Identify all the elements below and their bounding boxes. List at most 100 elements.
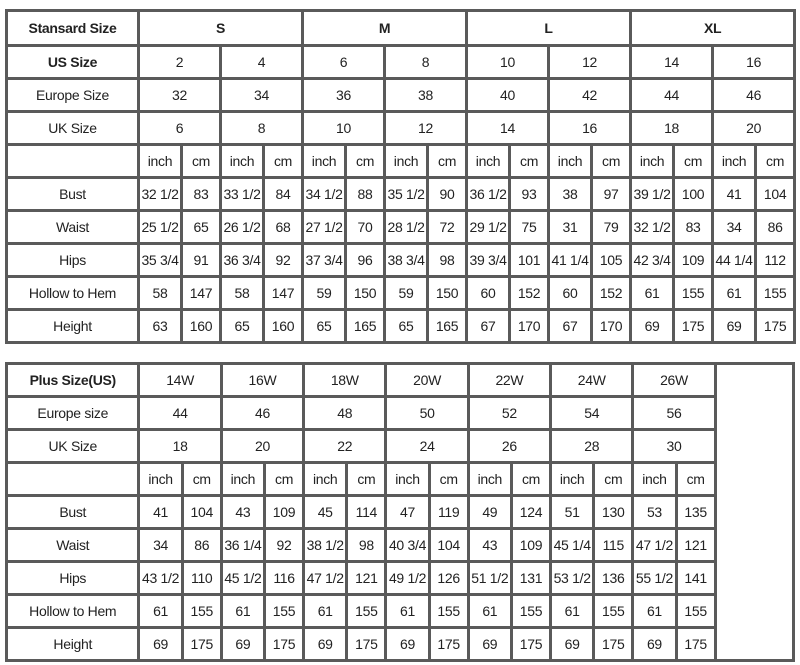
measurement-value: 34: [711, 209, 758, 245]
measurement-value: 165: [426, 308, 469, 344]
measurement-value: 115: [592, 527, 635, 563]
measurement-value: 41: [137, 494, 184, 530]
unit-inch: inch: [137, 461, 184, 497]
measurement-value: 61: [711, 275, 758, 311]
measurement-value: 105: [590, 242, 633, 278]
unit-inch: inch: [629, 143, 676, 179]
measurement-value: 155: [592, 593, 635, 629]
uk-size-value: 30: [631, 428, 717, 464]
measurement-value: 70: [344, 209, 387, 245]
plus-us-size-row: Plus Size(US) 14W 16W 18W 20W 22W 24W 26W: [4, 362, 796, 662]
measurement-value: 55 1/2: [631, 560, 678, 596]
measurement-value: 86: [754, 209, 797, 245]
europe-size-label: Europe Size: [5, 77, 140, 113]
us-size-value: 4: [218, 44, 305, 80]
measurement-value: 121: [674, 527, 717, 563]
europe-size-label: Europe size: [4, 395, 141, 431]
uk-size-value: 28: [549, 428, 635, 464]
us-size-value: 6: [301, 44, 387, 80]
unit-cm: cm: [180, 461, 223, 497]
measurement-value: 34: [137, 527, 184, 563]
europe-size-value: 50: [384, 395, 470, 431]
measurement-value: 69: [466, 626, 513, 662]
measurement-value: 67: [547, 308, 594, 344]
measurement-value: 88: [344, 176, 387, 212]
measurement-value: 65: [180, 209, 222, 245]
measurement-value: 72: [426, 209, 469, 245]
uk-size-value: 18: [137, 428, 223, 464]
measurement-value: 86: [180, 527, 223, 563]
measurement-value: 155: [345, 593, 388, 629]
measurement-value: 116: [262, 560, 306, 596]
measurement-value: 61: [302, 593, 349, 629]
uk-size-value: 20: [219, 428, 306, 464]
europe-size-value: 52: [466, 395, 553, 431]
plus-us-size: 18W: [302, 362, 388, 398]
measurement-value: 41 1/4: [547, 242, 594, 278]
unit-cm: cm: [674, 461, 717, 497]
measurement-value: 65: [219, 308, 265, 344]
measurement-value: 147: [180, 275, 222, 311]
us-size-value: 16: [711, 44, 797, 80]
measurement-value: 37 3/4: [301, 242, 348, 278]
europe-size-value: 40: [465, 77, 551, 113]
measurement-value: 47 1/2: [631, 527, 678, 563]
uk-size-label: UK Size: [5, 110, 140, 146]
measurement-value: 25 1/2: [137, 209, 183, 245]
measurement-value: 38 1/2: [302, 527, 349, 563]
unit-cm: cm: [180, 143, 222, 179]
measurement-value: 53 1/2: [549, 560, 596, 596]
measurement-value: 96: [344, 242, 387, 278]
measurement-value: 61: [384, 593, 431, 629]
measurement-value: 32 1/2: [137, 176, 183, 212]
measurement-value: 38: [547, 176, 594, 212]
measurement-value: 65: [301, 308, 348, 344]
measurement-value: 155: [754, 275, 797, 311]
measurement-value: 97: [590, 176, 633, 212]
measurement-value: 109: [672, 242, 715, 278]
measurement-value: 35 3/4: [137, 242, 183, 278]
unit-inch: inch: [465, 143, 512, 179]
europe-size-row: Europe Size 32 34 36 38 40 42 44 46: [5, 77, 797, 113]
measurement-value: 60: [547, 275, 594, 311]
measurement-value: 83: [180, 176, 222, 212]
measurement-value: 175: [592, 626, 635, 662]
measurement-value: 135: [674, 494, 717, 530]
measurement-value: 75: [508, 209, 551, 245]
measurement-label: Height: [4, 626, 141, 662]
measurement-value: 119: [427, 494, 470, 530]
uk-size-value: 24: [384, 428, 470, 464]
measurement-value: 49 1/2: [384, 560, 431, 596]
measurement-value: 69: [711, 308, 758, 344]
measurement-value: 49: [466, 494, 513, 530]
measurement-value: 58: [219, 275, 265, 311]
unit-cm: cm: [261, 143, 305, 179]
measurement-value: 101: [508, 242, 551, 278]
measurement-value: 61: [629, 275, 676, 311]
measurement-value: 61: [549, 593, 596, 629]
measurement-value: 175: [180, 626, 223, 662]
measurement-value: 124: [509, 494, 553, 530]
measurement-value: 34 1/2: [301, 176, 348, 212]
measurement-value: 69: [302, 626, 349, 662]
measurement-value: 69: [549, 626, 596, 662]
europe-size-row: Europe size 44 46 48 50 52 54 56: [4, 395, 794, 431]
measurement-value: 40 3/4: [384, 527, 431, 563]
header-label: Plus Size(US): [4, 362, 141, 398]
unit-inch: inch: [631, 461, 678, 497]
measurement-value: 79: [590, 209, 633, 245]
measurement-label: Waist: [4, 527, 141, 563]
measurement-value: 175: [509, 626, 553, 662]
uk-size-value: 8: [218, 110, 305, 146]
measurement-value: 175: [345, 626, 388, 662]
measurement-label: Hips: [4, 560, 141, 596]
measurement-label: Hollow to Hem: [4, 593, 141, 629]
header-label: Stansard Size: [5, 9, 140, 47]
measurement-row: Height 69 175 69 175 69 175 69 175 69 175 69 175 69 17…: [4, 626, 794, 662]
unit-cm: cm: [345, 461, 388, 497]
unit-cm: cm: [672, 143, 715, 179]
uk-size-value: 6: [137, 110, 222, 146]
europe-size-value: 38: [383, 77, 469, 113]
measurement-value: 175: [672, 308, 715, 344]
measurement-value: 45 1/2: [219, 560, 266, 596]
